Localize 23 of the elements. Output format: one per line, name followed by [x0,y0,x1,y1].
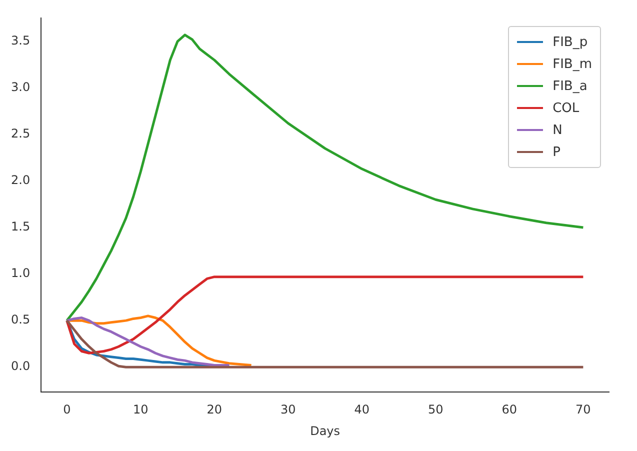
legend-label: P [552,144,560,160]
x-tick-label: 0 [63,402,71,417]
legend-label: FIB_p [552,34,588,50]
x-axis-title: Days [310,424,340,438]
x-tick-label: 60 [502,402,518,417]
y-tick-label: 0.5 [10,312,30,327]
legend-label: N [552,122,562,138]
legend-label: FIB_m [552,56,592,72]
y-tick-label: 3.5 [10,34,30,48]
y-tick-label: 3.0 [10,80,30,94]
y-tick-label: 0.0 [10,359,30,374]
x-tick-label: 30 [280,402,296,417]
y-tick-label: 2.0 [10,173,30,188]
y-tick-label: 1.0 [10,266,30,280]
x-tick-label: 10 [133,402,148,417]
x-tick-label: 50 [428,402,444,417]
y-tick-label: 1.5 [10,220,30,234]
legend-label: FIB_a [552,78,588,94]
x-tick-label: 70 [576,402,591,417]
x-tick-label: 40 [354,402,370,417]
legend-label: COL [552,100,580,116]
x-tick-label: 20 [206,402,222,417]
y-tick-label: 2.5 [10,126,30,141]
